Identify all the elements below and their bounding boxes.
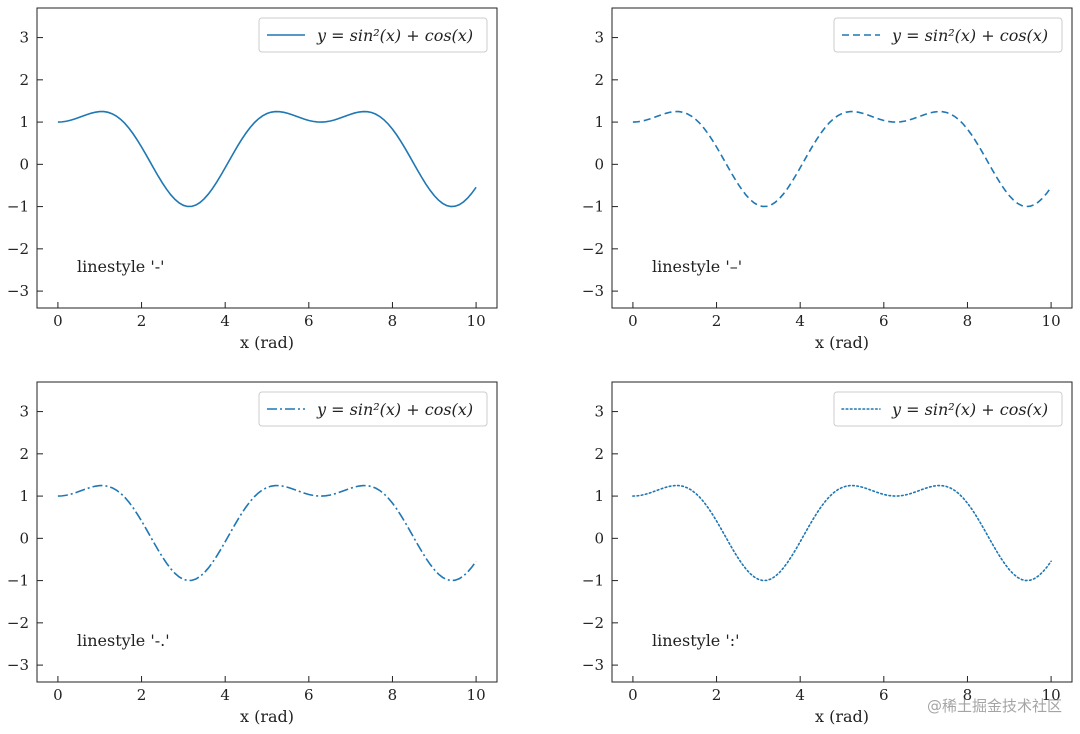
series-line [57, 110, 477, 208]
y-tick-label: 3 [594, 29, 604, 47]
chart-panel-bottom-right: 0 2 4 6 8 10 −3 −2 −1 0 1 2 3 x (rad) linestyle ':' y =… [582, 381, 1073, 726]
y-tick-label: 2 [594, 445, 604, 463]
x-tick-label: 6 [879, 312, 889, 330]
x-tick-label: 6 [879, 686, 889, 704]
y-tick-label: 3 [594, 403, 604, 421]
series-line [632, 110, 1052, 208]
y-tick-label: 2 [19, 71, 29, 89]
legend-label: y = sin²(x) + cos(x) [316, 400, 473, 419]
x-tick-label: 8 [388, 312, 398, 330]
y-tick-label: 0 [594, 155, 604, 173]
x-axis-label: x (rad) [815, 333, 869, 352]
x-axis-label: x (rad) [240, 707, 294, 726]
series-line [57, 484, 477, 582]
legend-box [833, 17, 1063, 53]
y-tick-label: 3 [19, 403, 29, 421]
legend-label: y = sin²(x) + cos(x) [316, 26, 473, 45]
y-tick-label: −1 [7, 198, 29, 216]
x-axis-label: x (rad) [815, 707, 869, 726]
y-tick-label: 1 [19, 113, 29, 131]
legend-label: y = sin²(x) + cos(x) [891, 26, 1048, 45]
legend: y = sin²(x) + cos(x) [258, 391, 488, 427]
x-tick-label: 8 [963, 312, 973, 330]
linestyle-annotation: linestyle '–' [652, 257, 742, 276]
watermark: @稀土掘金技术社区 [926, 697, 1062, 715]
x-tick-label: 4 [795, 686, 805, 704]
y-tick-label: −2 [582, 240, 604, 258]
x-tick-label: 2 [137, 312, 147, 330]
legend: y = sin²(x) + cos(x) [833, 391, 1063, 427]
chart-panel-bottom-left: 0 2 4 6 8 10 −3 −2 −1 0 1 2 3 x (rad) linestyle '-.' y … [7, 381, 498, 726]
y-tick-label: 0 [19, 155, 29, 173]
y-tick-label: 1 [594, 113, 604, 131]
x-tick-label: 0 [53, 686, 63, 704]
x-axis-label: x (rad) [240, 333, 294, 352]
linestyle-annotation: linestyle ':' [652, 631, 740, 650]
x-tick-label: 10 [467, 312, 486, 330]
axes-frame [36, 7, 498, 309]
x-tick-label: 0 [53, 312, 63, 330]
axes-frame [611, 381, 1073, 683]
legend-box [258, 17, 488, 53]
x-tick-label: 4 [795, 312, 805, 330]
y-tick-label: 1 [594, 487, 604, 505]
x-tick-label: 4 [220, 312, 230, 330]
x-tick-label: 10 [1042, 312, 1061, 330]
linestyle-annotation: linestyle '-' [77, 257, 165, 276]
x-tick-label: 6 [304, 686, 314, 704]
y-tick-label: −3 [7, 656, 29, 674]
y-tick-label: −1 [582, 198, 604, 216]
x-tick-label: 0 [628, 686, 638, 704]
series-line [632, 484, 1052, 582]
legend-box [258, 391, 488, 427]
x-tick-label: 2 [712, 686, 722, 704]
x-tick-label: 2 [712, 312, 722, 330]
x-tick-label: 10 [1042, 686, 1061, 704]
chart-panel-top-left: 0 2 4 6 8 10 −3 −2 −1 0 1 2 3 x (rad) linestyle '-' y =… [7, 7, 498, 352]
y-tick-label: −2 [7, 240, 29, 258]
y-tick-label: −1 [7, 572, 29, 590]
y-tick-label: −3 [582, 282, 604, 300]
x-tick-label: 8 [388, 686, 398, 704]
y-tick-label: 3 [19, 29, 29, 47]
y-tick-label: 1 [19, 487, 29, 505]
x-tick-label: 6 [304, 312, 314, 330]
y-tick-label: 0 [19, 529, 29, 547]
axes-frame [36, 381, 498, 683]
x-tick-label: 4 [220, 686, 230, 704]
x-tick-label: 0 [628, 312, 638, 330]
legend-box [833, 391, 1063, 427]
y-tick-label: 2 [594, 71, 604, 89]
legend: y = sin²(x) + cos(x) [833, 17, 1063, 53]
axes-frame [611, 7, 1073, 309]
y-tick-label: 0 [594, 529, 604, 547]
linestyle-annotation: linestyle '-.' [77, 631, 170, 650]
y-tick-label: −3 [7, 282, 29, 300]
y-tick-label: −3 [582, 656, 604, 674]
x-tick-label: 8 [963, 686, 973, 704]
y-tick-label: −1 [582, 572, 604, 590]
y-tick-label: −2 [582, 614, 604, 632]
chart-panel-top-right: 0 2 4 6 8 10 −3 −2 −1 0 1 2 3 x (rad) linestyle '–' y =… [582, 7, 1073, 352]
x-tick-label: 2 [137, 686, 147, 704]
y-tick-label: 2 [19, 445, 29, 463]
x-tick-label: 10 [467, 686, 486, 704]
legend: y = sin²(x) + cos(x) [258, 17, 488, 53]
y-tick-label: −2 [7, 614, 29, 632]
legend-label: y = sin²(x) + cos(x) [891, 400, 1048, 419]
